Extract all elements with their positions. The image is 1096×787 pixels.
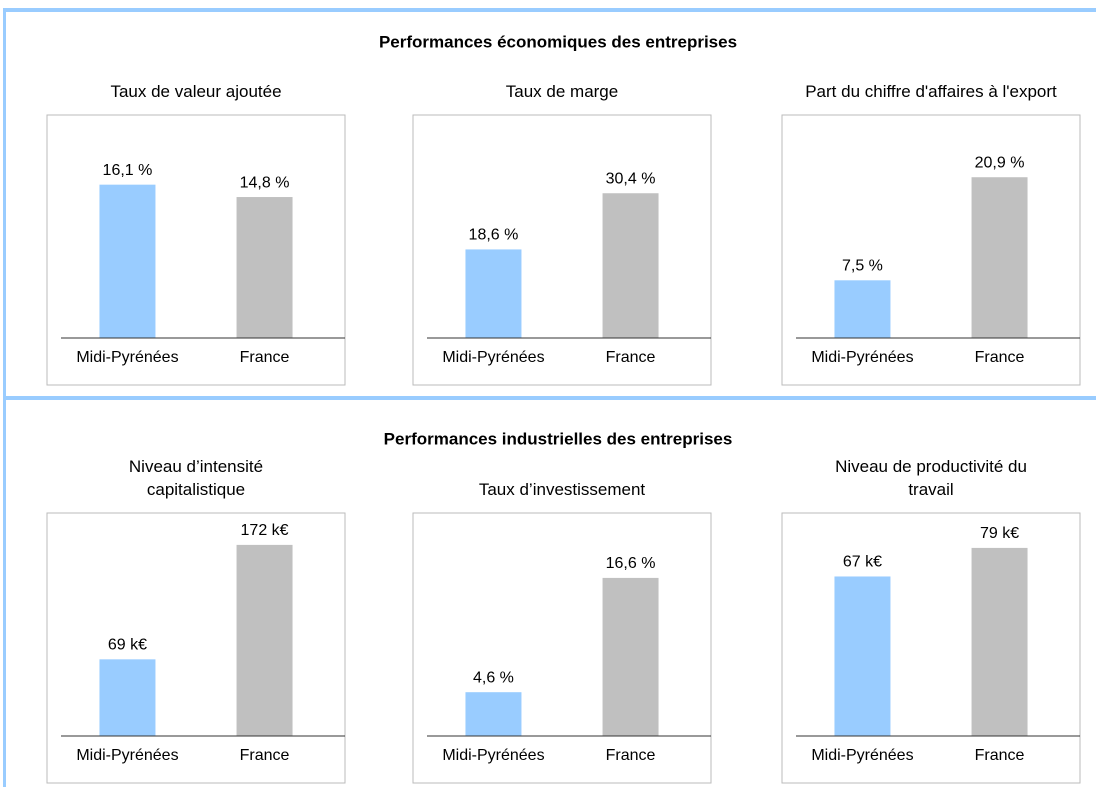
panel-border <box>3 396 6 787</box>
x-tick-label: Midi-Pyrénées <box>811 349 913 366</box>
value-label: 14,8 % <box>240 174 290 191</box>
bar <box>99 659 156 736</box>
x-tick-label: Midi-Pyrénées <box>76 747 178 764</box>
x-tick-label: France <box>240 349 290 366</box>
bar <box>834 576 891 736</box>
value-label: 7,5 % <box>842 258 883 275</box>
value-label: 4,6 % <box>473 669 514 686</box>
x-tick-label: France <box>975 349 1025 366</box>
x-tick-label: Midi-Pyrénées <box>811 747 913 764</box>
chart-box <box>781 512 1081 784</box>
bar <box>602 193 659 338</box>
panel-border <box>3 8 1096 12</box>
x-tick-label: France <box>606 747 656 764</box>
chart-title: Taux de valeur ajoutée <box>110 82 282 101</box>
value-label: 20,9 % <box>975 154 1025 171</box>
bar <box>465 692 522 736</box>
panel-border <box>3 8 6 398</box>
chart-title: Part du chiffre d'affaires à l'export <box>805 82 1057 101</box>
panel-border <box>3 396 1096 400</box>
bar <box>465 249 522 338</box>
chart-title: Niveau de productivité du travail <box>835 457 1027 499</box>
bar <box>971 177 1028 338</box>
chart-box <box>412 114 712 386</box>
value-label: 16,1 % <box>103 162 153 179</box>
value-label: 16,6 % <box>606 555 656 572</box>
chart-title: Taux d’investissement <box>478 480 646 499</box>
panel-title: Performances économiques des entreprises <box>379 32 737 51</box>
value-label: 69 k€ <box>108 637 147 654</box>
bar <box>834 280 891 338</box>
bar <box>99 184 156 338</box>
x-tick-label: Midi-Pyrénées <box>442 747 544 764</box>
x-tick-label: France <box>975 747 1025 764</box>
chart-box <box>781 114 1081 386</box>
bar <box>971 547 1028 736</box>
value-label: 79 k€ <box>980 525 1019 542</box>
chart-title: Taux de marge <box>505 82 619 101</box>
bar <box>236 197 293 338</box>
value-label: 67 k€ <box>843 554 882 571</box>
value-label: 172 k€ <box>241 522 289 539</box>
panel-title: Performances industrielles des entrepris… <box>384 429 733 448</box>
value-label: 30,4 % <box>606 170 656 187</box>
x-tick-label: Midi-Pyrénées <box>76 349 178 366</box>
x-tick-label: Midi-Pyrénées <box>442 349 544 366</box>
bar <box>236 544 293 736</box>
chart-title: Niveau d’intensité capitalistique <box>128 457 264 499</box>
value-label: 18,6 % <box>469 227 519 244</box>
chart-box <box>46 512 346 784</box>
x-tick-label: France <box>606 349 656 366</box>
chart-box <box>46 114 346 386</box>
bar <box>602 577 659 736</box>
x-tick-label: France <box>240 747 290 764</box>
chart-box <box>412 512 712 784</box>
